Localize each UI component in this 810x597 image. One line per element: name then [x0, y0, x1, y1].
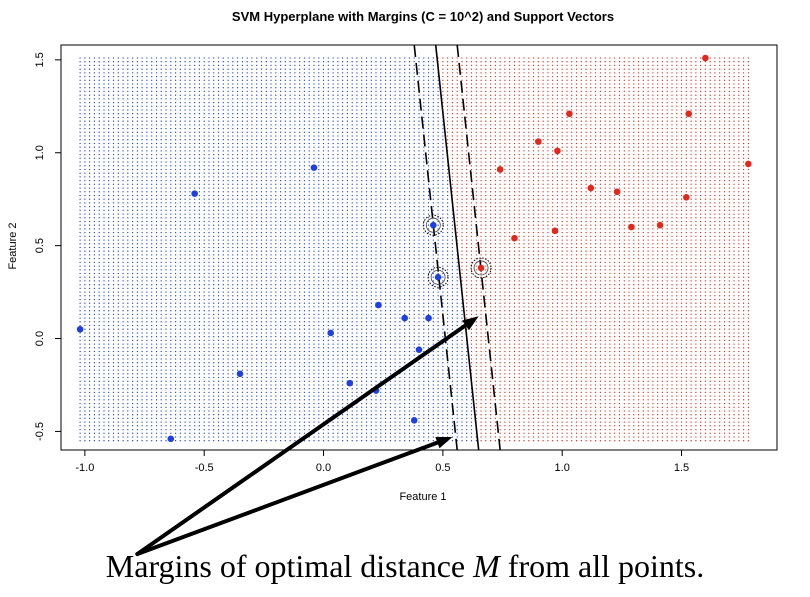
data-point-class-b-3	[535, 138, 542, 145]
support-vector-inner-ring-1	[430, 269, 446, 285]
support-vector-inner-ring-0	[425, 217, 441, 233]
x-axis-label: Feature 1	[399, 491, 446, 503]
caption-text-after: from all points.	[499, 548, 705, 584]
data-point-class-a-10	[410, 416, 418, 424]
data-point-class-a-2	[191, 190, 198, 197]
data-point-class-b-4	[551, 227, 559, 235]
caption-text-before: Margins of optimal distance	[105, 548, 474, 584]
data-point-class-b-14	[745, 160, 752, 168]
data-point-class-a-9	[401, 314, 408, 322]
data-point-class-b-12	[685, 110, 692, 118]
data-point-class-b-1	[496, 166, 504, 173]
data-point-class-a-3	[236, 370, 244, 378]
support-vector-ring-1	[427, 266, 449, 288]
decision-region-grid	[79, 57, 750, 442]
x-tick-label-4: 1.0	[555, 462, 570, 474]
x-tick-label-0: -1.0	[75, 462, 94, 474]
margin-line-2	[456, 44, 501, 451]
data-point-class-b-0	[477, 264, 485, 272]
data-point-class-b-11	[683, 194, 690, 201]
data-point-class-b-5	[554, 147, 561, 155]
annotation-arrowhead-1	[435, 436, 453, 449]
y-tick-label-3: 1.0	[34, 145, 46, 160]
chart-title: SVM Hyperplane with Margins (C = 10^2) a…	[232, 9, 614, 24]
y-tick-label-0: -0.5	[34, 422, 46, 441]
hyperplane-lines	[413, 44, 501, 451]
data-point-class-a-12	[425, 314, 432, 322]
data-point-class-a-13	[430, 221, 437, 229]
data-point-class-b-13	[702, 54, 709, 62]
data-point-class-a-6	[346, 379, 354, 387]
support-vector-ring-0	[422, 214, 444, 236]
hyperplane-line	[434, 44, 480, 451]
y-tick-label-2: 0.5	[34, 238, 46, 253]
y-tick-label-1: 0.0	[34, 331, 46, 346]
data-point-class-a-14	[434, 273, 442, 281]
data-point-class-b-9	[628, 223, 635, 231]
caption-variable: M	[473, 548, 500, 584]
x-tick-label-1: -0.5	[195, 462, 214, 474]
data-points	[76, 54, 752, 443]
data-point-class-a-5	[327, 329, 334, 337]
data-point-class-b-6	[566, 110, 573, 118]
data-point-class-a-0	[76, 325, 84, 333]
annotation-caption: Margins of optimal distance M from all p…	[0, 548, 810, 585]
data-point-class-a-1	[167, 435, 175, 443]
data-point-class-a-11	[415, 346, 423, 353]
annotation-arrowhead-2	[462, 316, 479, 331]
y-axis-label: Feature 2	[7, 222, 19, 269]
support-vector-ring-2	[470, 257, 492, 279]
x-tick-label-3: 0.5	[435, 462, 450, 474]
grid-dots-class-a	[79, 57, 477, 442]
y-tick-label-4: 1.5	[34, 52, 46, 67]
annotation-arrows	[135, 316, 479, 557]
annotation-arrow-1	[135, 440, 440, 557]
annotation-arrow-2	[135, 323, 468, 557]
x-tick-label-2: 0.0	[316, 462, 331, 474]
data-point-class-a-8	[375, 301, 382, 309]
grid-dots-class-b	[437, 57, 750, 442]
x-axis: -1.0 -0.5 0.0 0.5 1.0 1.5	[75, 449, 689, 474]
x-tick-label-5: 1.5	[674, 462, 689, 474]
support-vector-markers	[422, 214, 492, 288]
data-point-class-b-8	[613, 188, 621, 196]
support-vector-inner-ring-2	[473, 260, 489, 276]
margin-line-1	[413, 44, 458, 451]
data-point-class-a-4	[310, 164, 318, 171]
data-point-class-b-2	[511, 234, 518, 242]
y-axis: -0.5 0.0 0.5 1.0 1.5	[34, 52, 62, 441]
data-point-class-b-7	[587, 184, 595, 192]
data-point-class-b-10	[656, 221, 664, 229]
